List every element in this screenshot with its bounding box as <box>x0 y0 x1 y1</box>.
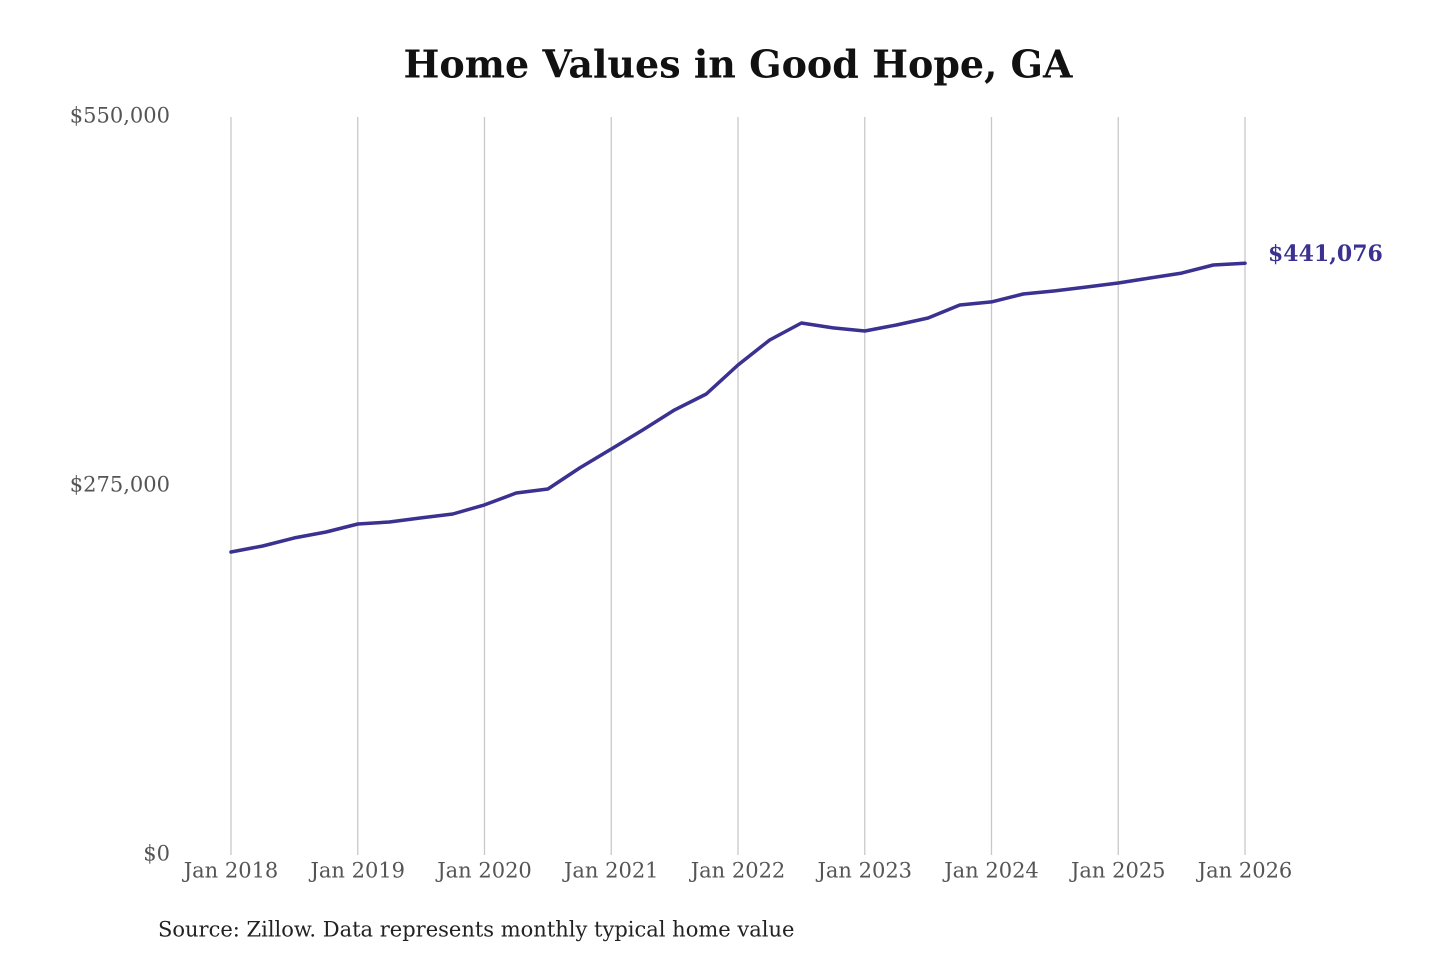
x-tick-label: Jan 2020 <box>435 859 532 883</box>
x-tick-label: Jan 2018 <box>182 859 279 883</box>
source-note: Source: Zillow. Data represents monthly … <box>158 918 794 942</box>
value-label: $441,076 <box>1268 241 1383 267</box>
line <box>229 261 1247 554</box>
y-tick-label: $550,000 <box>70 104 170 128</box>
x-tick-label: Jan 2026 <box>1196 859 1293 883</box>
x-tick-label: Jan 2019 <box>308 859 405 883</box>
x-tick-label: Jan 2022 <box>689 859 786 883</box>
y-tick-label: $275,000 <box>70 473 170 497</box>
chart-title: Home Values in Good Hope, GA <box>404 42 1073 87</box>
x-tick-label: Jan 2023 <box>815 859 912 883</box>
x-tick-label: Jan 2025 <box>1069 859 1166 883</box>
x-tick-label: Jan 2024 <box>942 859 1039 883</box>
x-tick-label: Jan 2021 <box>562 859 659 883</box>
y-tick-label: $0 <box>143 842 170 866</box>
